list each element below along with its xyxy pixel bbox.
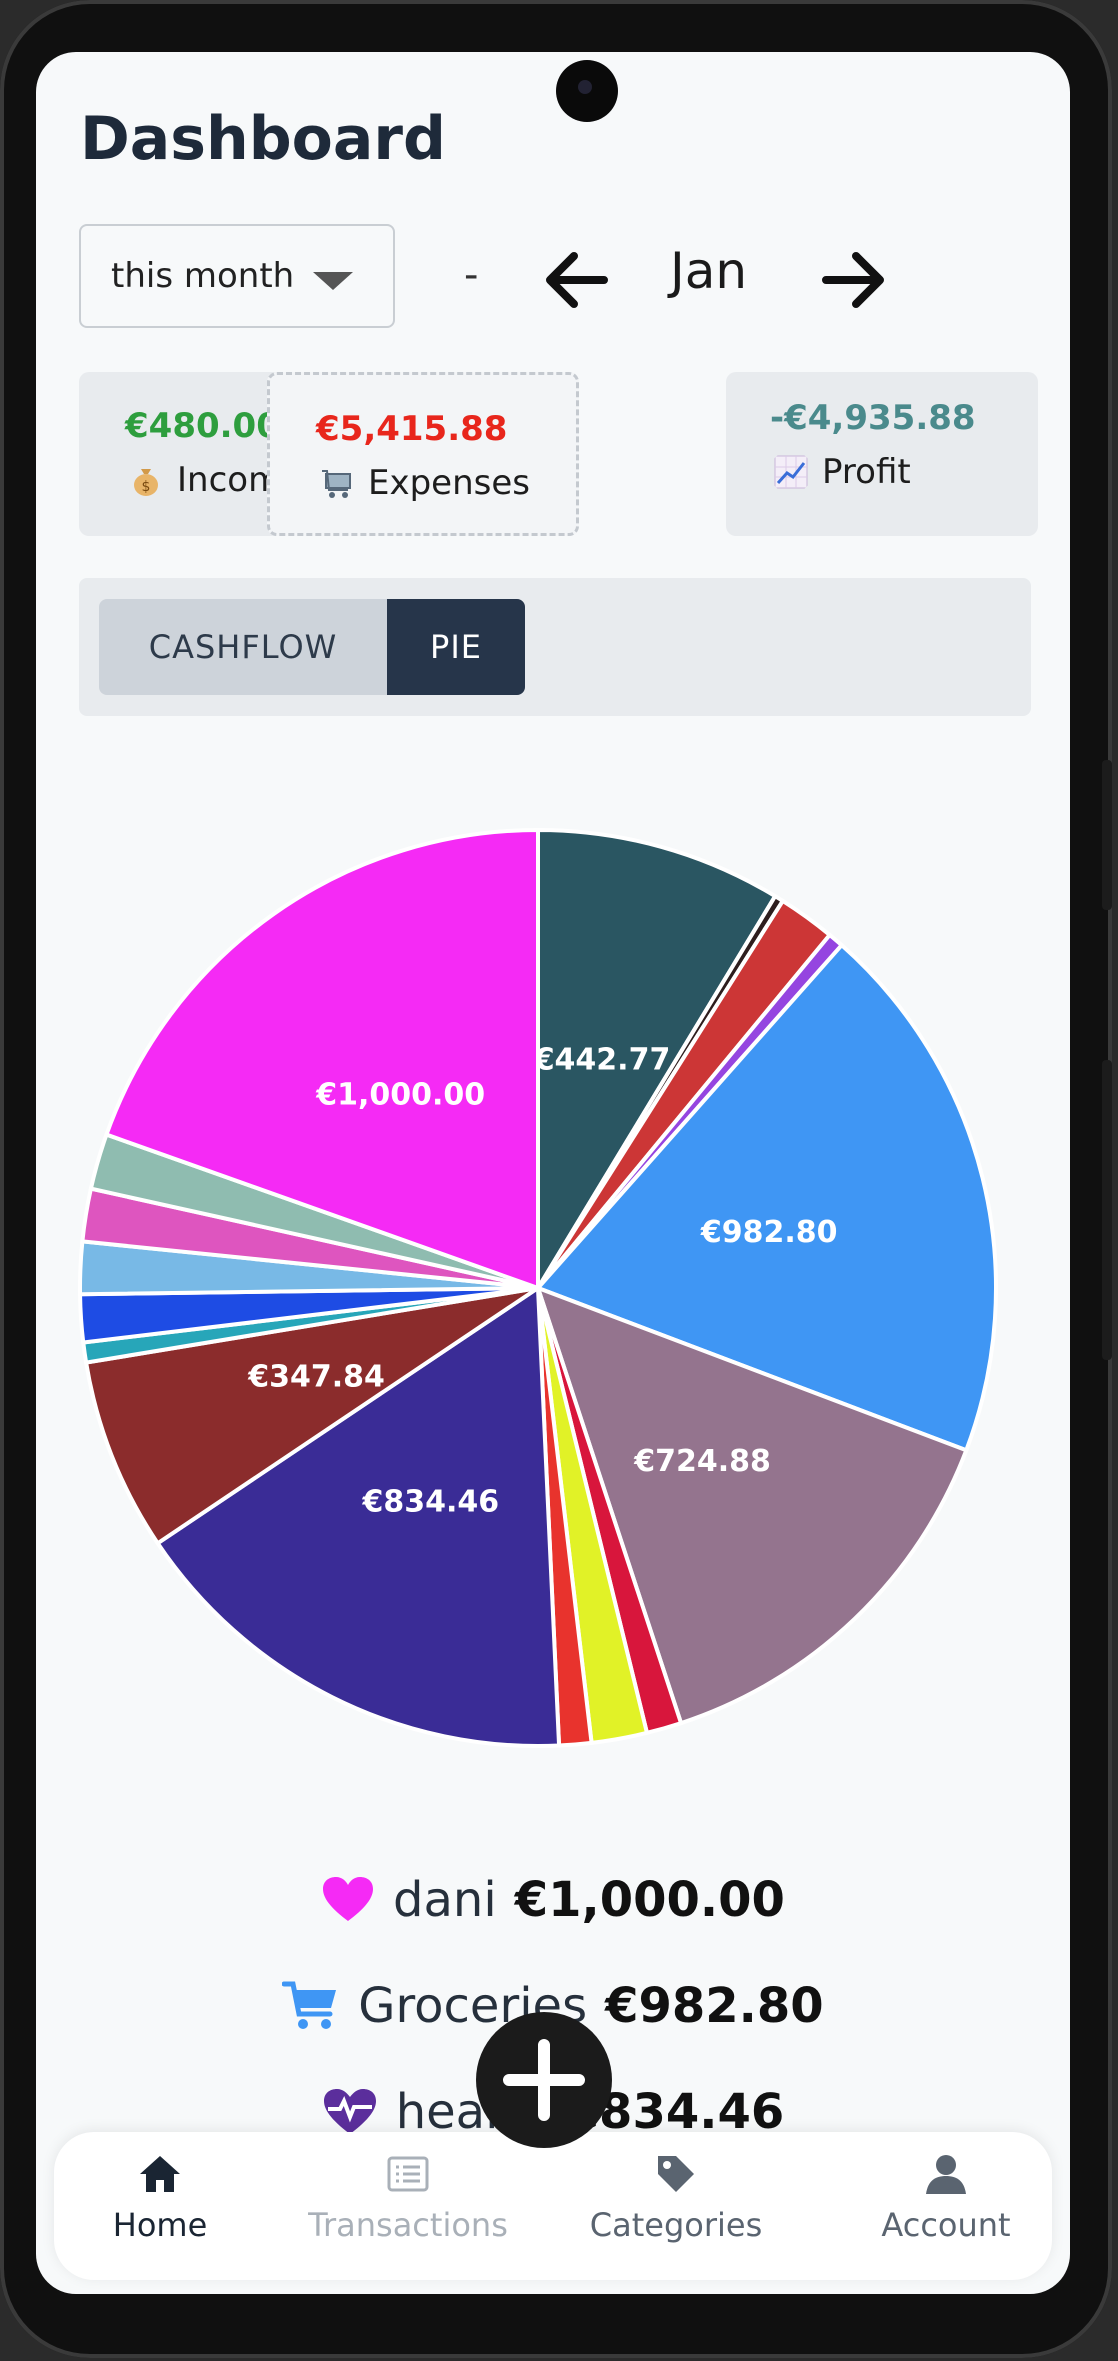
bottom-navigation: Home Transactions Categories: [54, 2132, 1052, 2280]
pie-slice-label: €442.77: [533, 1043, 671, 1078]
plus-icon: [503, 2039, 585, 2121]
cart-icon: [282, 1981, 337, 2029]
expenses-label-row: Expenses: [320, 463, 530, 503]
nav-transactions[interactable]: Transactions: [298, 2152, 518, 2244]
shopping-cart-icon: [322, 470, 351, 498]
current-month: Jan: [670, 242, 748, 300]
expenses-pie-chart[interactable]: €442.77 €982.80 €724.88 €834.46 €347.84 €1,00…: [78, 828, 998, 1748]
pie-slice[interactable]: [154, 1284, 562, 1748]
period-dropdown-value: this month: [111, 256, 295, 296]
legend-item[interactable]: Groceries €982.80: [36, 1978, 1070, 2034]
nav-transactions-label: Transactions: [308, 2206, 508, 2244]
money-bag-icon: $: [134, 469, 158, 496]
pie-slice-label: €1,000.00: [315, 1077, 485, 1112]
legend-item-name: dani: [393, 1872, 497, 1928]
nav-home[interactable]: Home: [50, 2152, 270, 2244]
tab-pie[interactable]: PIE: [387, 599, 525, 695]
svg-text:$: $: [142, 479, 151, 495]
heart-pulse-icon: [323, 2089, 376, 2134]
legend-item[interactable]: dani €1,000.00: [36, 1872, 1070, 1928]
profit-amount: -€4,935.88: [770, 398, 976, 438]
legend-item-value: €1,000.00: [514, 1872, 785, 1928]
pie-slice[interactable]: [536, 828, 778, 1296]
pie-slice-label: €347.84: [247, 1360, 385, 1395]
income-amount: €480.00: [125, 406, 280, 446]
tab-cashflow[interactable]: CASHFLOW: [99, 599, 387, 695]
front-camera: [556, 60, 618, 122]
previous-month-arrow-icon[interactable]: [540, 244, 612, 316]
pie-slice-label: €982.80: [700, 1215, 838, 1250]
tag-icon: [658, 2156, 694, 2192]
legend-item-value: €982.80: [605, 1978, 824, 2034]
expenses-amount: €5,415.88: [316, 409, 508, 449]
pie-slice-label: €834.46: [361, 1485, 499, 1520]
expenses-card[interactable]: €5,415.88 Expenses: [267, 372, 579, 536]
pie-slice-label: €724.88: [633, 1444, 771, 1479]
app-screen: Dashboard this month - Jan €480.00 $ Inc…: [36, 52, 1070, 2294]
profit-label: Profit: [822, 452, 911, 492]
nav-home-label: Home: [112, 2206, 208, 2244]
nav-account-label: Account: [881, 2206, 1011, 2244]
profit-card[interactable]: -€4,935.88 Profit: [726, 372, 1038, 536]
next-month-arrow-icon[interactable]: [818, 244, 890, 316]
nav-categories-label: Categories: [589, 2206, 763, 2244]
pie-slice[interactable]: [534, 1284, 969, 1726]
period-dropdown[interactable]: this month: [79, 224, 395, 328]
side-button: [1102, 1060, 1112, 1360]
nav-account[interactable]: Account: [836, 2152, 1056, 2244]
pie-slice[interactable]: [83, 1286, 540, 1547]
nav-categories[interactable]: Categories: [566, 2152, 786, 2244]
side-button: [1102, 760, 1112, 910]
home-icon: [140, 2156, 180, 2192]
chart-increasing-icon: [774, 455, 808, 489]
person-icon: [926, 2155, 966, 2194]
dropdown-caret-icon: [313, 272, 353, 290]
heart-icon: [323, 1877, 374, 1921]
view-toggle: CASHFLOW PIE: [79, 578, 1031, 716]
add-transaction-button[interactable]: [476, 2012, 612, 2148]
pie-slice[interactable]: [103, 828, 540, 1291]
profit-label-row: Profit: [774, 452, 911, 492]
expenses-label: Expenses: [368, 463, 530, 503]
period-separator: -: [464, 252, 479, 298]
page-title: Dashboard: [80, 104, 446, 174]
list-icon: [387, 2156, 429, 2192]
pie-slice[interactable]: [534, 942, 998, 1453]
